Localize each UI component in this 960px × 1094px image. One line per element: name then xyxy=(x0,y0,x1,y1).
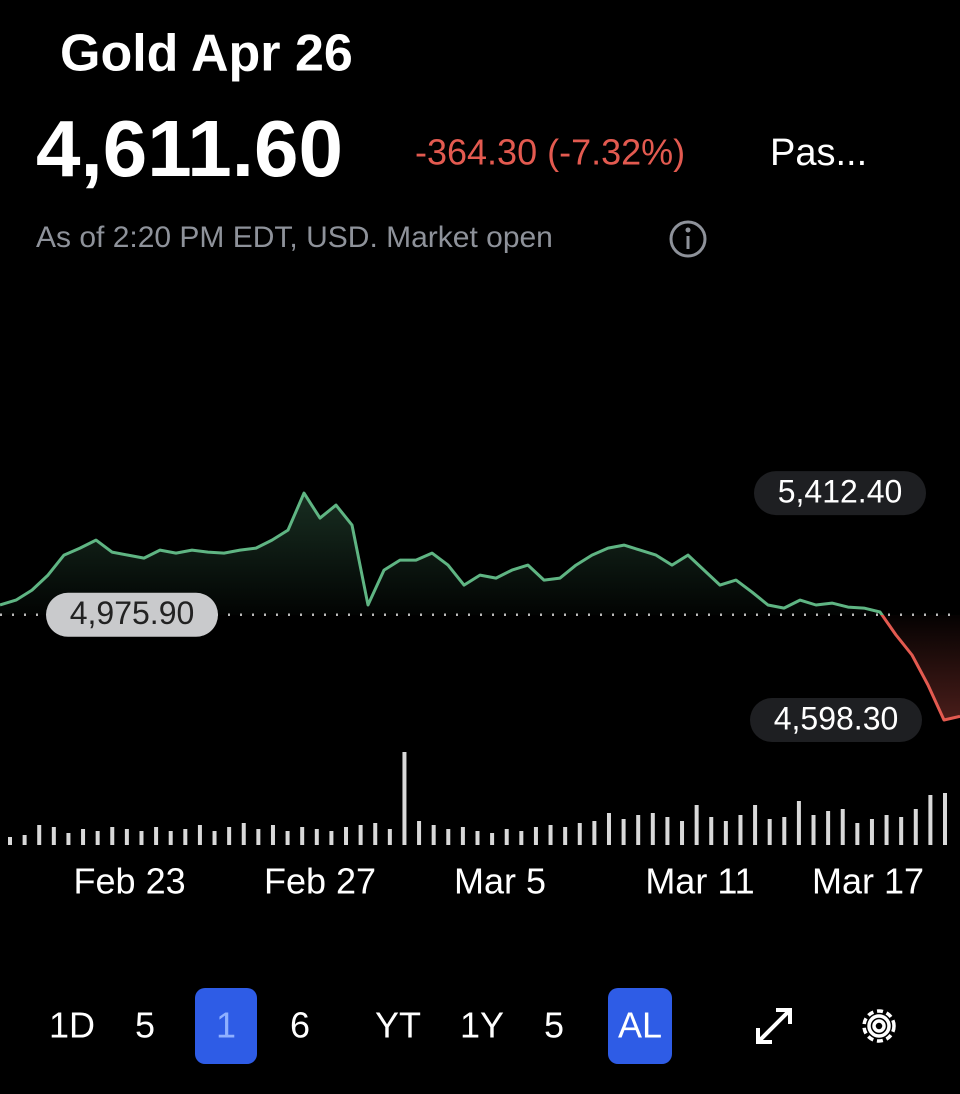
volume-bar xyxy=(314,829,319,845)
volume-bar xyxy=(869,819,874,845)
volume-bar xyxy=(329,831,334,845)
volume-bar xyxy=(256,829,261,845)
price: 4,611.60 xyxy=(36,104,343,193)
volume-bar xyxy=(154,827,159,845)
expand-icon[interactable] xyxy=(756,1008,792,1044)
range-button[interactable]: 1 xyxy=(216,1005,236,1046)
volume-bar xyxy=(168,831,173,845)
volume-bar xyxy=(270,825,275,845)
volume-bar xyxy=(95,831,100,845)
volume-bar xyxy=(387,829,392,845)
range-button[interactable]: 1Y xyxy=(460,1005,504,1046)
x-tick-label: Mar 5 xyxy=(454,861,546,902)
volume-bar xyxy=(796,801,801,845)
range-highlight xyxy=(195,988,257,1064)
range-highlight xyxy=(608,988,672,1064)
volume-bar xyxy=(913,809,918,845)
volume-bar xyxy=(446,829,451,845)
range-button[interactable]: AL xyxy=(618,1005,662,1046)
volume-bar xyxy=(680,821,685,845)
volume-bar xyxy=(197,825,202,845)
price-area xyxy=(0,493,960,720)
range-button[interactable]: 6 xyxy=(290,1005,310,1046)
volume-bar xyxy=(621,819,626,845)
volume-bar xyxy=(606,813,611,845)
volume-bar xyxy=(81,829,86,845)
volume-bar xyxy=(884,815,889,845)
high-label: 5,412.40 xyxy=(778,474,903,510)
title: Gold Apr 26 xyxy=(60,25,353,83)
volume-bar xyxy=(519,831,524,845)
volume-bar xyxy=(110,827,115,845)
volume-bar xyxy=(592,821,597,845)
volume-bar xyxy=(782,817,787,845)
volume-bar xyxy=(37,825,42,845)
volume-bar xyxy=(504,829,509,845)
range-button[interactable]: 5 xyxy=(135,1005,155,1046)
range-button[interactable]: YT xyxy=(375,1005,421,1046)
volume-bar xyxy=(431,825,436,845)
volume-bar xyxy=(475,831,480,845)
volume-bar xyxy=(460,827,465,845)
volume-bar xyxy=(51,827,56,845)
volume-bar xyxy=(665,817,670,845)
volume-bar xyxy=(928,795,933,845)
volume-bar xyxy=(811,815,816,845)
volume-bar xyxy=(767,819,772,845)
volume-bar xyxy=(22,835,27,845)
low-label: 4,598.30 xyxy=(774,701,899,737)
change: -364.30 (-7.32%) xyxy=(415,132,685,173)
volume-bar xyxy=(694,805,699,845)
volume-bar xyxy=(300,827,305,845)
volume-bar xyxy=(723,821,728,845)
volume-bar xyxy=(636,815,641,845)
volume-bar xyxy=(577,823,582,845)
volume-bar xyxy=(738,815,743,845)
info-icon[interactable] xyxy=(669,220,707,258)
volume-bar xyxy=(490,833,495,845)
settings-icon[interactable] xyxy=(862,1009,896,1043)
volume-bar xyxy=(8,837,12,845)
volume-bar xyxy=(417,821,422,845)
volume-bar xyxy=(183,829,188,845)
volume-bar xyxy=(212,831,217,845)
low-label-box xyxy=(750,698,922,743)
volume-bar xyxy=(563,827,568,845)
volume-bar xyxy=(285,831,290,845)
x-tick-label: Mar 17 xyxy=(812,861,924,902)
extra[interactable]: Pas... xyxy=(770,132,867,174)
volume-bar xyxy=(402,752,407,845)
subtitle: As of 2:20 PM EDT, USD. Market open xyxy=(36,221,553,254)
volume-bar xyxy=(241,823,246,845)
x-tick-label: Feb 23 xyxy=(74,861,186,902)
x-tick-label: Mar 11 xyxy=(645,861,754,902)
volume-bar xyxy=(650,813,655,845)
volume-bar xyxy=(840,809,845,845)
volume-bar xyxy=(533,827,538,845)
volume-bar xyxy=(227,827,232,845)
volume-bar xyxy=(124,829,129,845)
volume-bar xyxy=(899,817,904,845)
volume-bar xyxy=(709,817,714,845)
range-button[interactable]: 1D xyxy=(49,1005,95,1046)
volume-bar xyxy=(826,811,831,845)
volume-bar xyxy=(139,831,144,845)
volume-bar xyxy=(943,793,947,845)
reference-label-box xyxy=(46,592,218,637)
volume-bar xyxy=(548,825,553,845)
volume-bar xyxy=(373,823,378,845)
volume-bar xyxy=(66,833,71,845)
volume-bar xyxy=(855,823,860,845)
range-button[interactable]: 5 xyxy=(544,1005,564,1046)
volume-bar xyxy=(753,805,758,845)
volume-bar xyxy=(358,825,363,845)
high-label-box xyxy=(754,471,926,516)
x-tick-label: Feb 27 xyxy=(264,861,376,902)
reference-label: 4,975.90 xyxy=(70,595,195,631)
price-line xyxy=(0,491,960,722)
volume-bar xyxy=(344,827,349,845)
